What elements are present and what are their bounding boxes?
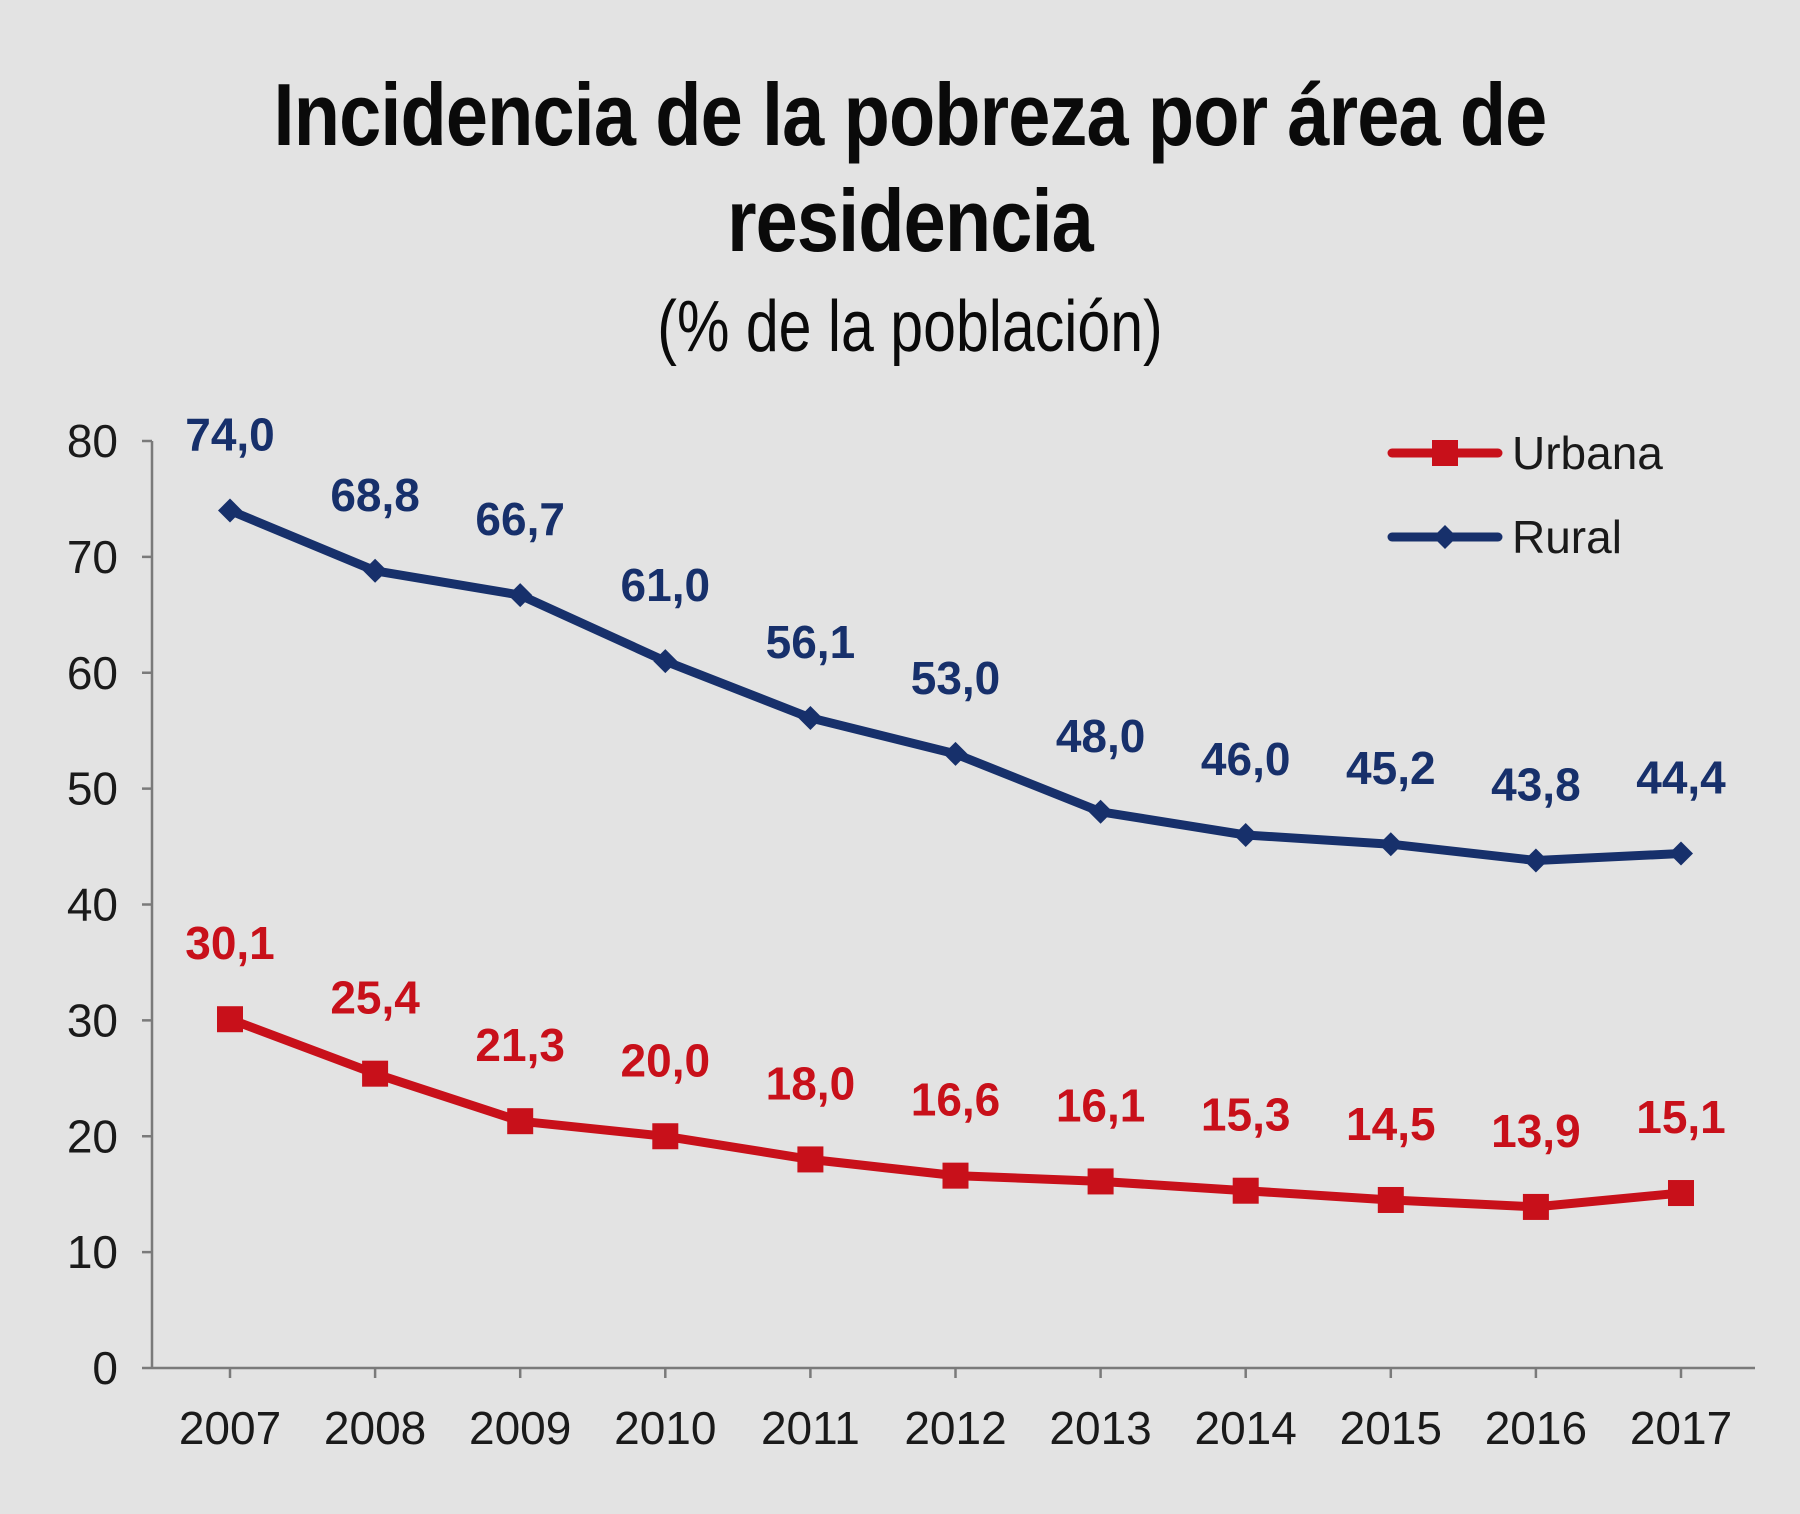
x-tick-label: 2016 [1485, 1402, 1587, 1454]
chart-title-block: Incidencia de la pobreza por área de res… [0, 62, 1800, 372]
y-tick-label: 50 [67, 763, 118, 815]
data-point-urbana [1522, 1193, 1549, 1220]
data-label-urbana: 15,3 [1201, 1089, 1291, 1141]
data-label-urbana: 16,6 [911, 1074, 1001, 1126]
data-point-urbana [362, 1060, 389, 1087]
data-label-rural: 61,0 [621, 559, 711, 611]
data-label-urbana: 25,4 [330, 972, 420, 1024]
data-point-rural [943, 741, 968, 766]
data-point-urbana [1377, 1186, 1404, 1213]
data-label-urbana: 18,0 [766, 1057, 856, 1109]
y-tick-label: 0 [92, 1342, 118, 1394]
data-label-rural: 56,1 [766, 616, 856, 668]
y-tick-label: 80 [67, 415, 118, 467]
y-tick-label: 30 [67, 994, 118, 1046]
data-label-urbana: 15,1 [1636, 1091, 1726, 1143]
data-point-urbana [1087, 1168, 1114, 1195]
y-tick-label: 20 [67, 1110, 118, 1162]
data-label-urbana: 16,1 [1056, 1079, 1146, 1131]
x-tick-label: 2012 [904, 1402, 1006, 1454]
data-point-rural [798, 705, 823, 730]
data-point-rural [363, 558, 388, 583]
x-tick-label: 2015 [1340, 1402, 1442, 1454]
data-label-urbana: 20,0 [621, 1034, 711, 1086]
data-label-rural: 66,7 [475, 493, 565, 545]
x-tick-label: 2007 [179, 1402, 281, 1454]
chart-title-line-1: Incidencia de la pobreza por área de [273, 65, 1548, 164]
data-point-urbana [507, 1108, 534, 1135]
chart-subtitle: (% de la población) [657, 287, 1163, 367]
data-label-rural: 46,0 [1201, 733, 1291, 785]
data-point-rural [508, 583, 533, 608]
legend-marker-rural [1433, 525, 1457, 549]
data-label-rural: 68,8 [330, 469, 420, 521]
x-tick-label: 2011 [761, 1402, 860, 1454]
data-label-rural: 43,8 [1491, 758, 1581, 810]
data-point-rural [1378, 832, 1403, 857]
data-point-urbana [217, 1006, 243, 1033]
chart-title-line-2: residencia [727, 171, 1094, 270]
x-tick-label: 2013 [1049, 1402, 1151, 1454]
data-point-urbana [1668, 1180, 1694, 1207]
data-point-urbana [797, 1146, 824, 1173]
x-tick-label: 2009 [469, 1402, 571, 1454]
y-tick-label: 40 [67, 879, 118, 931]
data-label-urbana: 21,3 [475, 1019, 565, 1071]
data-label-rural: 53,0 [911, 652, 1001, 704]
data-point-urbana [652, 1123, 679, 1150]
x-tick-label: 2014 [1195, 1402, 1297, 1454]
data-point-rural [218, 498, 242, 523]
data-label-rural: 74,0 [185, 409, 275, 461]
legend-label-urbana: Urbana [1512, 427, 1663, 479]
legend-label-rural: Rural [1512, 511, 1622, 563]
data-label-urbana: 14,5 [1346, 1098, 1436, 1150]
data-point-rural [1669, 841, 1693, 866]
x-tick-label: 2010 [614, 1402, 716, 1454]
x-tick-label: 2017 [1630, 1402, 1732, 1454]
data-label-urbana: 30,1 [185, 917, 275, 969]
x-tick-label: 2008 [324, 1402, 426, 1454]
data-point-urbana [942, 1162, 969, 1189]
data-point-urbana [1232, 1177, 1259, 1204]
data-point-rural [1088, 799, 1113, 824]
y-tick-label: 60 [67, 647, 118, 699]
y-tick-label: 70 [67, 531, 118, 583]
data-label-rural: 48,0 [1056, 710, 1146, 762]
data-label-rural: 44,4 [1636, 752, 1726, 804]
data-label-rural: 45,2 [1346, 742, 1436, 794]
data-label-urbana: 13,9 [1491, 1105, 1581, 1157]
data-point-rural [1233, 822, 1258, 847]
data-point-rural [653, 649, 678, 674]
data-point-rural [1523, 848, 1548, 873]
y-tick-label: 10 [67, 1226, 118, 1278]
legend-marker-urbana [1432, 440, 1458, 466]
